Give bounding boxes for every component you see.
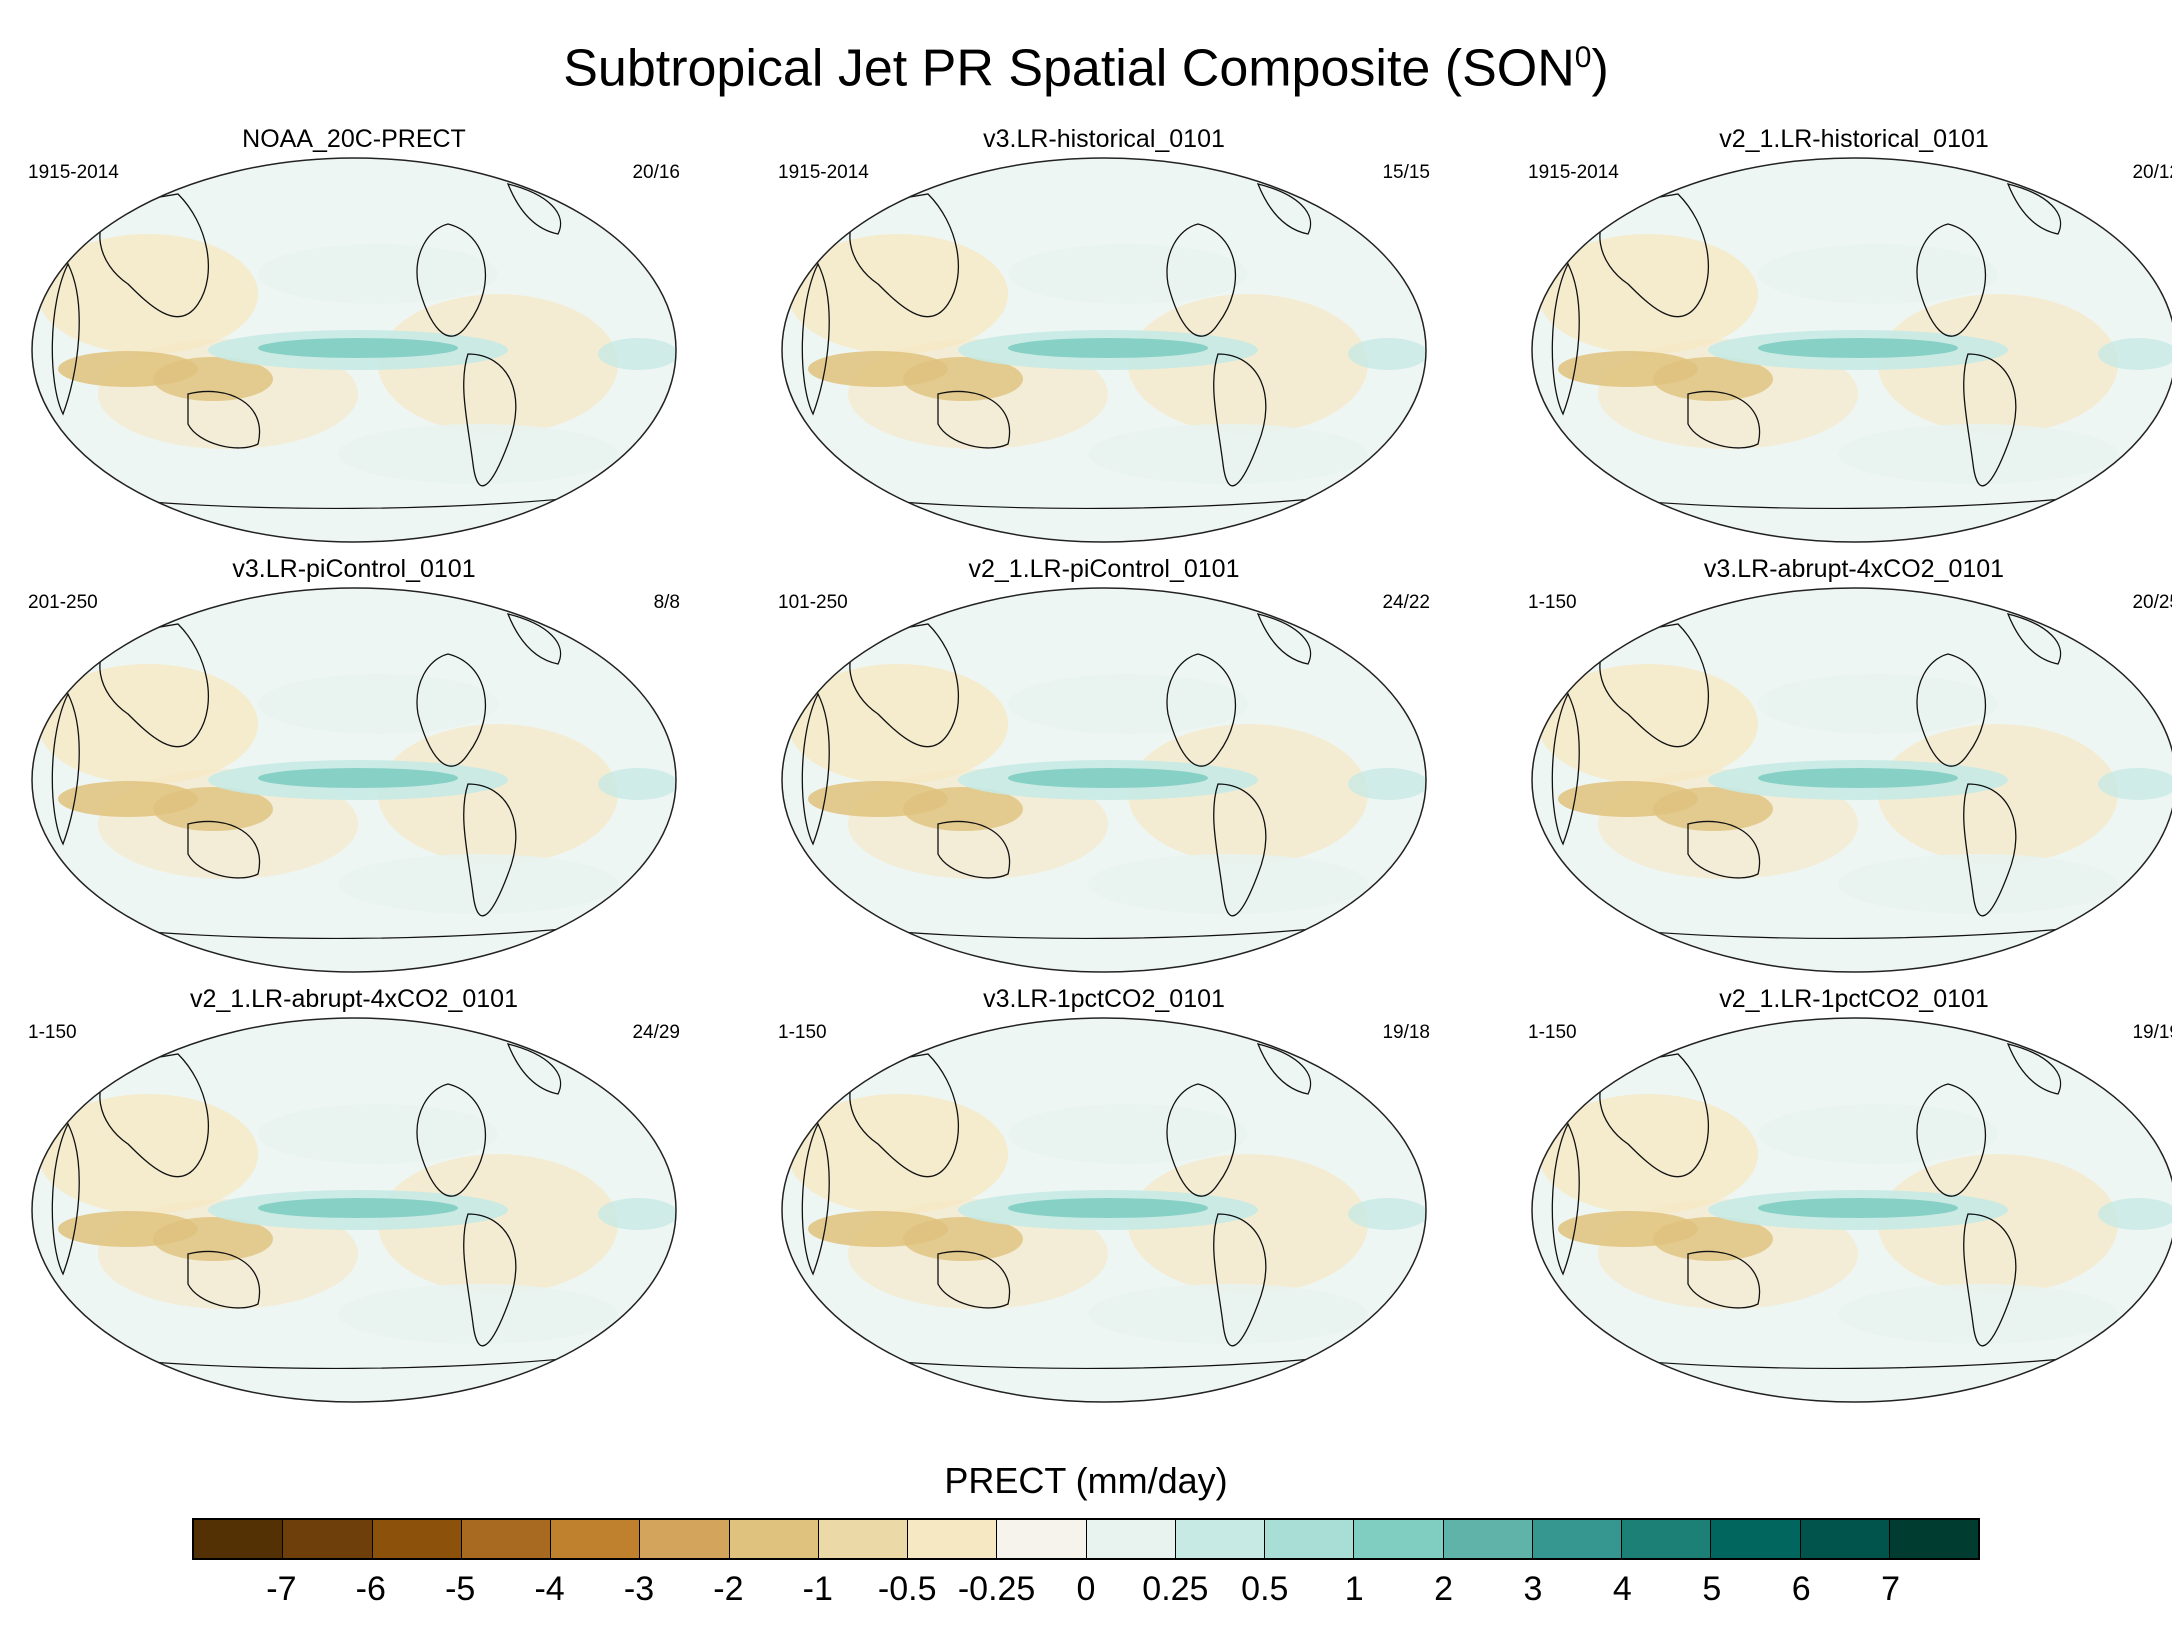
colorbar-cell bbox=[729, 1520, 819, 1558]
colorbar-cell bbox=[997, 1520, 1087, 1558]
panel-years: 1-150 bbox=[28, 1022, 77, 1043]
panel-years: 1-150 bbox=[778, 1022, 827, 1043]
colorbar-tick-label: -5 bbox=[445, 1570, 476, 1608]
panel-count: 24/29 bbox=[632, 1022, 680, 1043]
panel-title: v3.LR-piControl_0101 bbox=[232, 555, 476, 583]
colorbar-tick-label: -3 bbox=[623, 1570, 655, 1608]
panel-title: NOAA_20C-PRECT bbox=[242, 125, 466, 153]
colorbar-tick-label: -7 bbox=[266, 1570, 297, 1608]
world-map bbox=[28, 584, 680, 976]
world-map bbox=[28, 1014, 680, 1406]
world-map bbox=[778, 154, 1430, 546]
colorbar-tick-label: -6 bbox=[355, 1570, 386, 1608]
colorbar-cell bbox=[283, 1520, 373, 1558]
colorbar bbox=[192, 1518, 1980, 1560]
panel-count: 24/22 bbox=[1382, 592, 1430, 613]
panel-title: v3.LR-abrupt-4xCO2_0101 bbox=[1703, 555, 2005, 583]
colorbar-cell bbox=[1354, 1520, 1444, 1558]
panel-title: v3.LR-historical_0101 bbox=[983, 125, 1225, 153]
figure-title: Subtropical Jet PR Spatial Composite (SO… bbox=[563, 39, 1609, 98]
colorbar-cell bbox=[1175, 1520, 1265, 1558]
colorbar-tick-label: 4 bbox=[1612, 1570, 1632, 1608]
colorbar-cell bbox=[1265, 1520, 1355, 1558]
colorbar-label: PRECT (mm/day) bbox=[944, 1460, 1228, 1501]
panel-years: 101-250 bbox=[778, 592, 848, 613]
panel-title: v2_1.LR-historical_0101 bbox=[1719, 125, 1989, 153]
map-panel: v3.LR-piControl_0101 201-250 8/8 bbox=[14, 554, 694, 984]
colorbar-cell bbox=[551, 1520, 641, 1558]
colorbar-tick-label: -4 bbox=[534, 1570, 565, 1608]
colorbar-cell bbox=[1711, 1520, 1801, 1558]
panel-count: 19/18 bbox=[1382, 1022, 1430, 1043]
panel-count: 20/25 bbox=[2132, 592, 2172, 613]
map-panel: v2_1.LR-abrupt-4xCO2_0101 1-150 24/29 bbox=[14, 984, 694, 1414]
panel-title: v3.LR-1pctCO2_0101 bbox=[983, 985, 1225, 1013]
map-panel: v2_1.LR-1pctCO2_0101 1-150 19/19 bbox=[1514, 984, 2172, 1414]
colorbar-tick-label: -1 bbox=[802, 1570, 833, 1608]
colorbar-cell bbox=[1889, 1520, 1978, 1558]
colorbar-cell bbox=[1086, 1520, 1176, 1558]
map-panel: NOAA_20C-PRECT 1915-2014 20/16 bbox=[14, 124, 694, 554]
colorbar-cell bbox=[1443, 1520, 1533, 1558]
panel-years: 1915-2014 bbox=[778, 162, 869, 183]
colorbar-tick-label: 7 bbox=[1881, 1570, 1901, 1608]
colorbar-tick-label: -0.5 bbox=[877, 1570, 937, 1608]
panel-years: 1-150 bbox=[1528, 592, 1577, 613]
colorbar-tick-label: 3 bbox=[1523, 1570, 1543, 1608]
world-map bbox=[778, 584, 1430, 976]
colorbar-cell bbox=[1800, 1520, 1890, 1558]
colorbar-cell bbox=[1532, 1520, 1622, 1558]
panel-years: 1915-2014 bbox=[28, 162, 119, 183]
panel-years: 1-150 bbox=[1528, 1022, 1577, 1043]
map-panel: v3.LR-1pctCO2_0101 1-150 19/18 bbox=[764, 984, 1444, 1414]
colorbar-cell bbox=[194, 1520, 284, 1558]
colorbar-cell bbox=[1622, 1520, 1712, 1558]
colorbar-tick-label: 1 bbox=[1344, 1570, 1364, 1608]
colorbar-cell bbox=[818, 1520, 908, 1558]
colorbar-ticks: -7 -6 -5 -4 -3 -2 -1 -0.5 -0.25 0 0.25 0.5 1 2 3 4 5 6 7 bbox=[192, 1570, 1980, 1620]
map-panel: v2_1.LR-piControl_0101 101-250 24/22 bbox=[764, 554, 1444, 984]
panel-count: 20/16 bbox=[632, 162, 680, 183]
colorbar-tick-label: -2 bbox=[713, 1570, 744, 1608]
colorbar-tick-label: -0.25 bbox=[957, 1570, 1036, 1608]
colorbar-cell bbox=[640, 1520, 730, 1558]
world-map bbox=[778, 1014, 1430, 1406]
panel-title: v2_1.LR-piControl_0101 bbox=[968, 555, 1240, 583]
colorbar-cell bbox=[908, 1520, 998, 1558]
world-map bbox=[1528, 1014, 2172, 1406]
colorbar-tick-label: 0.5 bbox=[1241, 1570, 1289, 1608]
colorbar-cell bbox=[461, 1520, 551, 1558]
panel-count: 15/15 bbox=[1382, 162, 1430, 183]
world-map bbox=[1528, 584, 2172, 976]
colorbar-cell bbox=[372, 1520, 462, 1558]
panel-count: 19/19 bbox=[2132, 1022, 2172, 1043]
panel-count: 20/12 bbox=[2132, 162, 2172, 183]
map-panel: v2_1.LR-historical_0101 1915-2014 20/12 bbox=[1514, 124, 2172, 554]
colorbar-tick-label: 5 bbox=[1702, 1570, 1722, 1608]
world-map bbox=[1528, 154, 2172, 546]
panel-title: v2_1.LR-1pctCO2_0101 bbox=[1719, 985, 1989, 1013]
map-panel: v3.LR-abrupt-4xCO2_0101 1-150 20/25 bbox=[1514, 554, 2172, 984]
panel-years: 201-250 bbox=[28, 592, 98, 613]
colorbar-tick-label: 0 bbox=[1076, 1570, 1096, 1608]
map-panel: v3.LR-historical_0101 1915-2014 15/15 bbox=[764, 124, 1444, 554]
colorbar-tick-label: 2 bbox=[1434, 1570, 1454, 1608]
panel-title: v2_1.LR-abrupt-4xCO2_0101 bbox=[190, 985, 518, 1013]
world-map bbox=[28, 154, 680, 546]
colorbar-tick-label: 6 bbox=[1791, 1570, 1811, 1608]
panel-years: 1915-2014 bbox=[1528, 162, 1619, 183]
panel-count: 8/8 bbox=[653, 592, 680, 613]
colorbar-tick-label: 0.25 bbox=[1142, 1570, 1209, 1608]
